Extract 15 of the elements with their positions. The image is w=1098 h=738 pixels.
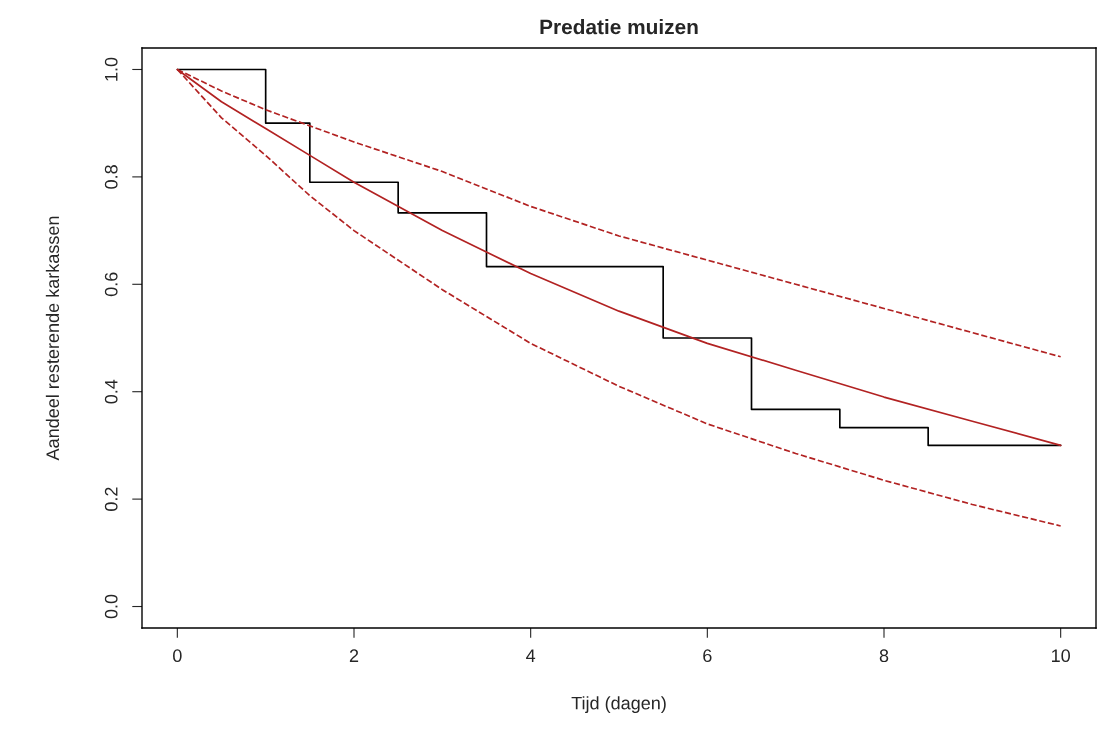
x-tick-label: 2 [349, 649, 359, 662]
chart-title: Predatie muizen [540, 19, 698, 35]
y-tick-label: 0.0 [104, 594, 118, 619]
x-tick-label: 10 [1052, 649, 1070, 663]
y-tick-label: 0.4 [104, 379, 118, 404]
x-tick-label: 4 [526, 649, 536, 662]
x-tick-label: 0 [173, 649, 182, 663]
y-tick-label: 0.2 [104, 487, 118, 511]
y-tick-label: 1.0 [104, 57, 118, 81]
y-tick-label: 0.6 [104, 272, 118, 297]
x-tick-label: 8 [879, 649, 889, 663]
x-axis-title: Tijd (dagen) [571, 696, 666, 714]
y-axis-title: Aandeel resterende karkassen [45, 216, 60, 461]
x-tick-label: 6 [703, 649, 712, 663]
y-tick-label: 0.8 [104, 165, 118, 189]
